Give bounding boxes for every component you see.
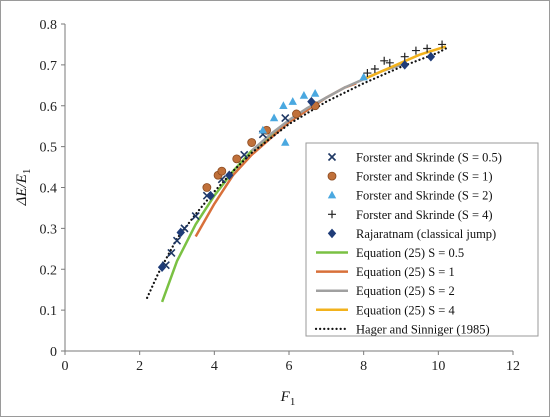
data-point-series-1	[217, 166, 227, 176]
series-line-8	[363, 45, 447, 81]
x-tick-label: 2	[136, 359, 143, 374]
data-point-series-4	[400, 60, 409, 70]
legend-label: Equation (25) S = 1	[356, 265, 455, 279]
x-tick-label: 0	[62, 359, 69, 374]
y-tick-label: 0.3	[40, 222, 58, 237]
data-point-series-3	[363, 69, 372, 78]
legend-label: Equation (25) S = 2	[356, 284, 455, 298]
y-tick-label: 0.5	[40, 141, 58, 156]
y-tick-label: 0	[50, 345, 57, 360]
data-point-series-4	[426, 51, 436, 62]
data-point-series-2	[359, 72, 368, 81]
legend-label: Rajaratnam (classical jump)	[356, 227, 496, 241]
x-tick-label: 6	[286, 359, 293, 374]
data-point-series-3	[385, 58, 394, 67]
x-axis-label: F1	[280, 389, 296, 408]
data-point-series-2	[281, 138, 290, 146]
data-point-series-2	[269, 113, 279, 122]
plot-area	[146, 40, 447, 303]
legend-label: Forster and Skrinde (S = 1)	[356, 170, 493, 184]
data-point-series-4	[225, 170, 234, 181]
legend-label: Equation (25) S = 0.5	[356, 246, 464, 260]
y-tick-label: 0.4	[40, 182, 58, 197]
series-line-5	[160, 121, 290, 303]
data-point-series-1	[292, 109, 301, 119]
legend-symbol	[327, 228, 337, 239]
data-point-series-2	[299, 91, 309, 99]
x-tick-label: 8	[360, 359, 367, 374]
data-point-series-3	[411, 46, 420, 55]
x-tick-label: 12	[506, 359, 520, 374]
data-point-series-0	[191, 212, 200, 221]
data-point-series-2	[288, 97, 297, 105]
y-tick-label: 0.7	[40, 59, 58, 74]
legend-symbol	[328, 210, 336, 219]
legend-label: Hager and Sinniger (1985)	[356, 322, 490, 336]
data-point-series-0	[240, 150, 249, 159]
data-point-series-3	[438, 40, 447, 49]
legend-box	[305, 142, 539, 337]
legend-symbol	[327, 171, 337, 181]
legend-label: Forster and Skrinde (S = 2)	[356, 189, 493, 203]
data-point-series-4	[157, 262, 167, 273]
data-point-series-1	[232, 154, 242, 164]
data-point-series-2	[279, 101, 288, 109]
x-tick-label: 4	[211, 359, 218, 374]
data-point-series-1	[247, 138, 257, 147]
data-point-series-0	[167, 248, 176, 257]
legend-label: Equation (25) S = 4	[356, 303, 455, 317]
y-tick-label: 0.2	[40, 263, 58, 278]
data-point-series-1	[202, 183, 212, 192]
y-tick-label: 0.1	[40, 304, 58, 319]
data-point-series-2	[310, 88, 320, 97]
series-line-9	[146, 47, 447, 299]
data-point-series-4	[307, 96, 316, 107]
data-point-series-4	[176, 227, 185, 238]
y-tick-label: 0.6	[40, 100, 58, 115]
data-point-series-4	[206, 190, 215, 201]
data-point-series-0	[281, 113, 290, 123]
legend: Forster and Skrinde (S = 0.5) Forster and…	[305, 142, 539, 337]
data-point-series-2	[258, 125, 268, 134]
data-point-series-3	[400, 52, 409, 61]
data-point-series-0	[172, 236, 182, 245]
y-tick-label: 0.8	[40, 18, 58, 33]
y-axis-label: ΔE/E1	[14, 169, 33, 207]
legend-symbol	[327, 152, 337, 162]
data-point-series-3	[370, 64, 379, 73]
legend-symbol	[327, 190, 337, 199]
data-point-series-3	[380, 56, 389, 65]
legend-label: Forster and Skrinde (S = 0.5)	[356, 151, 502, 165]
legend-label: Forster and Skrinde (S = 4)	[356, 208, 493, 222]
axes: 0 2 4 6 8 10 12 0 0.1 0.2 0.3 0.4 0.5 0.6 0.7 0.8	[40, 18, 521, 374]
data-point-series-3	[423, 44, 432, 53]
x-tick-label: 10	[431, 359, 445, 374]
